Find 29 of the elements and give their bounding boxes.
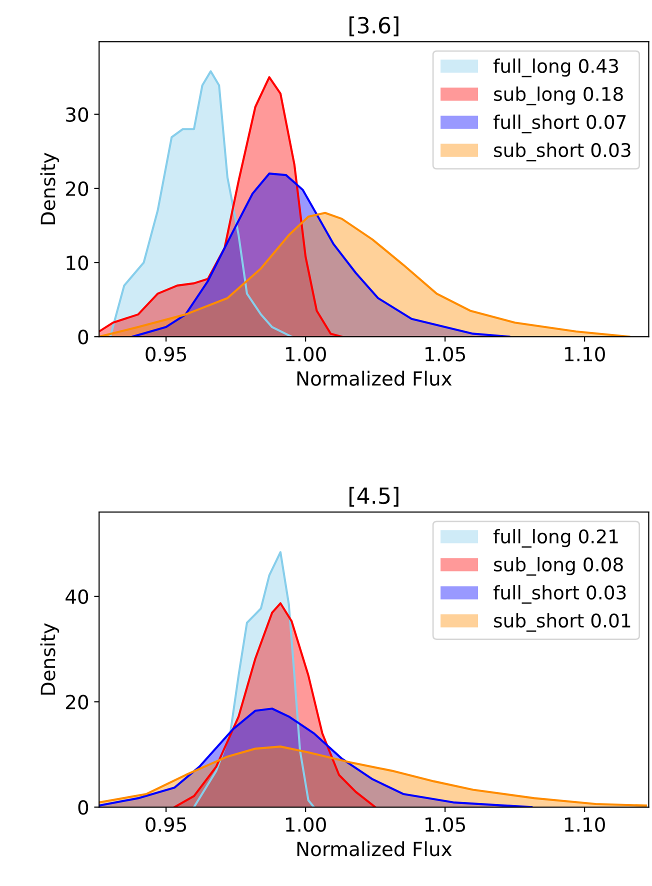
y-tick-label: 20 [66,694,88,710]
chart-title: [4.5] [349,486,398,507]
y-tick-label: 10 [66,256,88,270]
x-tick-label: 1.05 [426,817,466,832]
x-tick-label: 1.00 [286,817,326,832]
x-axis-title: Normalized Flux [297,370,452,386]
y-axis-title: Density [40,152,60,224]
y-tick-label: 40 [66,589,88,604]
legend-label: full_long 0.21 [493,528,618,548]
legend-label: full_long 0.43 [493,58,618,78]
y-tick-label: 30 [66,107,88,122]
x-tick-label: 0.95 [146,346,186,362]
x-tick-label: 1.10 [565,346,605,362]
legend-label: sub_long 0.08 [494,557,623,576]
x-axis-title: Normalized Flux [297,841,452,856]
legend-label: sub_short 0.03 [494,142,630,162]
x-tick-label: 1.05 [426,346,466,362]
x-tick-label: 0.95 [146,817,186,832]
legend-label: sub_short 0.01 [494,613,630,632]
legend-label: sub_long 0.18 [494,86,623,106]
x-tick-label: 1.10 [565,817,605,832]
y-tick-label: 20 [66,181,88,196]
chart-title: [3.6] [349,16,398,36]
legend-label: full_short 0.03 [493,585,626,604]
x-tick-label: 1.00 [286,346,326,362]
y-tick-label: 0 [78,330,88,344]
legend-label: full_short 0.07 [493,114,626,134]
y-tick-label: 0 [78,800,88,815]
y-axis-title: Density [40,623,60,695]
